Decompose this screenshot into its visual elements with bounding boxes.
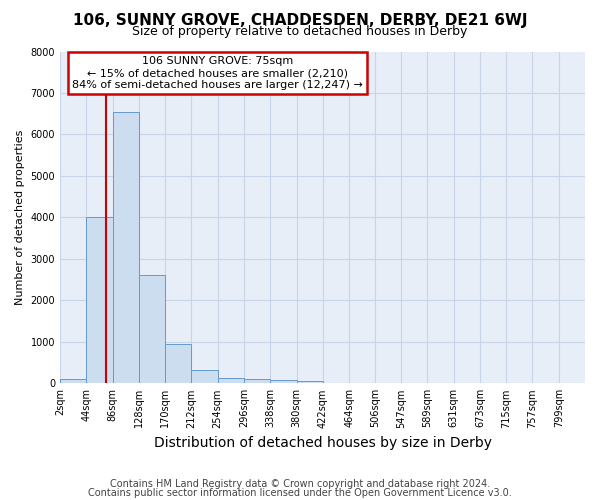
Bar xyxy=(270,380,296,384)
Bar xyxy=(113,112,139,384)
Bar xyxy=(244,378,270,384)
Bar xyxy=(139,274,165,384)
Text: Size of property relative to detached houses in Derby: Size of property relative to detached ho… xyxy=(133,25,467,38)
Text: Contains HM Land Registry data © Crown copyright and database right 2024.: Contains HM Land Registry data © Crown c… xyxy=(110,479,490,489)
Bar xyxy=(296,381,323,384)
Y-axis label: Number of detached properties: Number of detached properties xyxy=(15,130,25,305)
Text: 106 SUNNY GROVE: 75sqm
← 15% of detached houses are smaller (2,210)
84% of semi-: 106 SUNNY GROVE: 75sqm ← 15% of detached… xyxy=(72,56,363,90)
Text: 106, SUNNY GROVE, CHADDESDEN, DERBY, DE21 6WJ: 106, SUNNY GROVE, CHADDESDEN, DERBY, DE2… xyxy=(73,12,527,28)
X-axis label: Distribution of detached houses by size in Derby: Distribution of detached houses by size … xyxy=(154,436,491,450)
Bar xyxy=(86,218,113,384)
Bar xyxy=(191,370,218,384)
Text: Contains public sector information licensed under the Open Government Licence v3: Contains public sector information licen… xyxy=(88,488,512,498)
Bar xyxy=(218,378,244,384)
Bar xyxy=(60,379,86,384)
Bar xyxy=(165,344,191,384)
